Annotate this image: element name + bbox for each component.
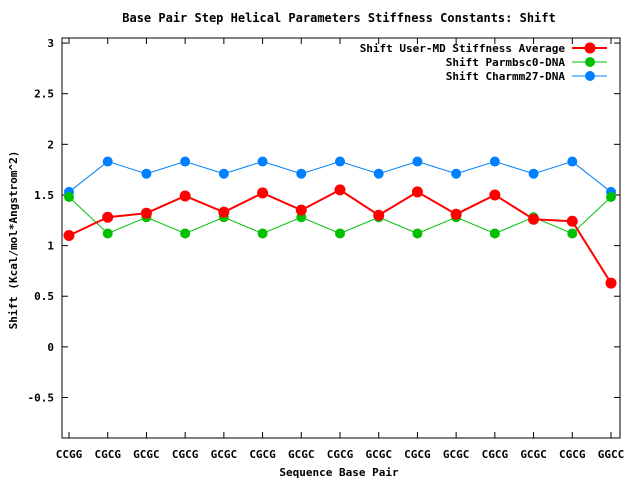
x-tick-label: CGCG <box>249 448 276 461</box>
data-point <box>489 156 500 167</box>
data-point <box>451 168 462 179</box>
data-point <box>334 184 346 196</box>
data-point <box>528 168 539 179</box>
data-point <box>180 156 191 167</box>
data-point <box>373 168 384 179</box>
x-tick-label: GCGC <box>211 448 238 461</box>
data-point <box>218 206 230 218</box>
data-point <box>412 228 423 239</box>
x-tick-label: GCGC <box>443 448 470 461</box>
series-3 <box>64 156 616 197</box>
legend-item: Shift Charmm27-DNA <box>446 70 607 83</box>
legend-label: Shift Charmm27-DNA <box>446 70 566 83</box>
data-point <box>411 186 423 198</box>
chart-title: Base Pair Step Helical Parameters Stiffn… <box>122 11 555 25</box>
data-point <box>64 191 74 202</box>
data-point <box>335 156 345 167</box>
data-point <box>257 187 269 199</box>
legend-marker <box>585 57 595 67</box>
data-point <box>180 228 191 239</box>
data-point <box>335 228 345 239</box>
plot-frame <box>61 37 621 439</box>
data-point <box>179 190 191 202</box>
x-tick-label: CGCG <box>94 448 121 461</box>
y-tick-label: 0.5 <box>34 290 54 303</box>
plot-area: -0.5 0 0.5 1 1.5 2 2.5 3 CCGG CGCG GCGC CGCG GCGC CGC… <box>28 37 625 461</box>
data-point <box>102 211 114 223</box>
data-point <box>296 168 307 179</box>
y-axis-label: Shift (Kcal/mol*Angstrom^2) <box>7 151 20 330</box>
y-tick-label: -0.5 <box>28 391 55 404</box>
data-point <box>489 228 500 239</box>
data-point <box>373 209 385 221</box>
y-tick-label: 3 <box>47 37 54 50</box>
x-tick-label: GCGC <box>520 448 547 461</box>
data-point <box>102 156 113 167</box>
data-point <box>566 215 578 227</box>
y-tick-label: 1.5 <box>34 189 54 202</box>
x-tick-label: GCGC <box>133 448 160 461</box>
legend-marker <box>585 71 595 81</box>
x-axis-label: Sequence Base Pair <box>279 466 399 479</box>
data-point <box>218 168 229 179</box>
data-point <box>412 156 423 167</box>
x-tick-label: CGCG <box>172 448 199 461</box>
x-tick-label: GGCC <box>598 448 625 461</box>
data-point <box>102 228 113 239</box>
data-point <box>141 168 152 179</box>
data-point <box>567 156 578 167</box>
y-tick-label: 2 <box>47 138 54 151</box>
x-tick-label: CCGG <box>56 448 83 461</box>
data-point <box>140 207 152 219</box>
data-point <box>63 229 75 241</box>
legend-item: Shift User-MD Stiffness Average <box>360 42 607 55</box>
x-tick-label: GCGC <box>288 448 315 461</box>
y-tick-label: 2.5 <box>34 88 54 101</box>
data-point <box>606 191 616 202</box>
legend-marker <box>584 42 596 54</box>
x-tick-label: CGCG <box>559 448 586 461</box>
data-point <box>567 228 578 239</box>
data-point <box>489 189 501 201</box>
y-tick-label: 0 <box>47 341 54 354</box>
series-1 <box>63 184 617 289</box>
data-point <box>295 204 307 216</box>
x-tick-label: CGCG <box>327 448 354 461</box>
data-point <box>450 208 462 220</box>
x-tick-label: GCGC <box>365 448 392 461</box>
x-tick-label: CGCG <box>404 448 431 461</box>
y-tick-label: 1 <box>47 240 54 253</box>
x-tick-label: CGCG <box>482 448 509 461</box>
data-point <box>257 156 268 167</box>
data-point <box>257 228 268 239</box>
legend-label: Shift Parmbsc0-DNA <box>446 56 566 69</box>
legend-label: Shift User-MD Stiffness Average <box>360 42 566 55</box>
legend-item: Shift Parmbsc0-DNA <box>446 56 607 69</box>
data-point <box>528 213 540 225</box>
data-point <box>605 277 617 289</box>
